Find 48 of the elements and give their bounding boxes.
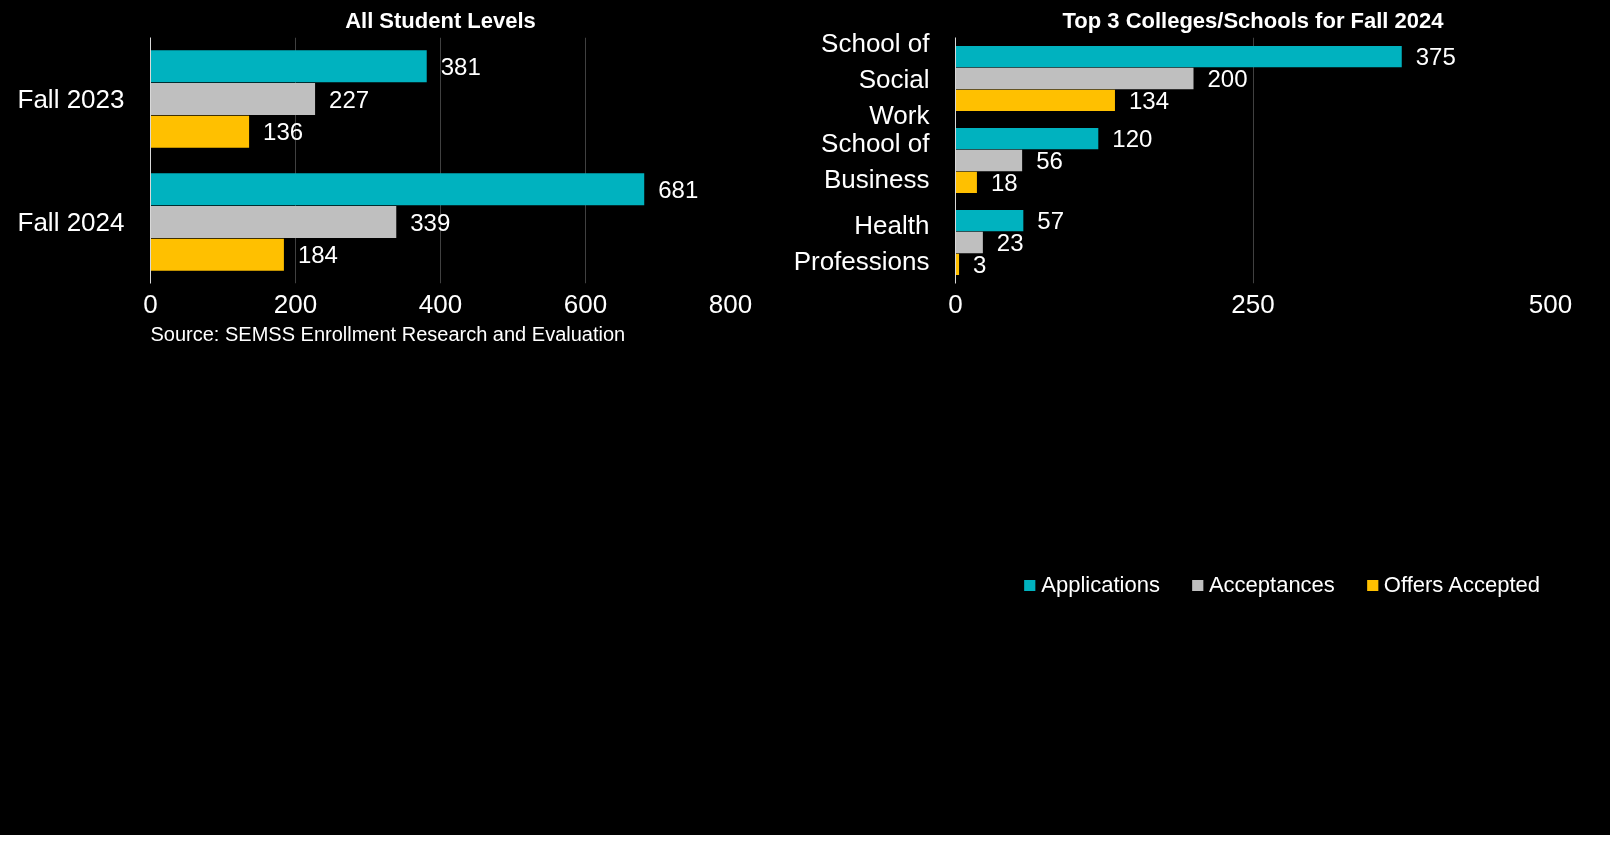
data-label: 681 (658, 175, 699, 203)
data-label: 134 (1128, 86, 1170, 114)
x-tick-label: 800 (708, 288, 753, 319)
legend-label: Applications (1041, 572, 1160, 598)
y-tick-label: Fall 2024 (17, 207, 125, 237)
legend-label: Acceptances (1208, 572, 1335, 598)
bar (955, 89, 1115, 112)
x-tick-label: 200 (273, 288, 318, 319)
bar (150, 115, 250, 148)
bar (150, 50, 427, 83)
data-label: 200 (1207, 65, 1248, 92)
data-label: 375 (1415, 43, 1456, 71)
x-tick-label: 600 (563, 288, 608, 319)
source-note: Source: SEMSS Enrollment Research and Evaluation (150, 322, 626, 345)
x-tick-label: 0 (143, 288, 158, 319)
data-label: 227 (329, 85, 370, 113)
data-label: 381 (440, 52, 481, 80)
data-label: 120 (1112, 125, 1153, 153)
data-label: 184 (297, 241, 338, 269)
data-label: 339 (410, 208, 451, 236)
y-tick-label: School of Social Work (821, 27, 931, 130)
bar (955, 45, 1402, 68)
legend-label: Offers Accepted (1383, 572, 1540, 598)
y-tick-label: School of Business (821, 127, 931, 194)
bar (150, 173, 645, 206)
bar (150, 82, 316, 116)
data-label: 56 (1036, 147, 1063, 174)
x-tick-label: 0 (948, 288, 963, 319)
chart-title: All Student Levels (345, 7, 536, 33)
x-tick-label: 400 (418, 288, 463, 319)
bar (150, 205, 397, 239)
x-tick-label: 500 (1528, 288, 1573, 319)
data-label: 3 (973, 250, 987, 278)
bar (955, 127, 1099, 150)
y-tick-label: Fall 2023 (17, 84, 125, 114)
bar (955, 209, 1024, 232)
y-tick-label: Health Professions (793, 209, 930, 276)
bar (955, 231, 983, 254)
data-label: 57 (1037, 207, 1065, 235)
x-tick-label: 250 (1231, 288, 1275, 319)
chart-title: Top 3 Colleges/Schools for Fall 2024 (1062, 7, 1445, 33)
data-label: 23 (996, 229, 1024, 256)
bar (955, 67, 1194, 90)
data-label: 18 (990, 168, 1018, 196)
bar (150, 238, 284, 271)
data-label: 136 (263, 118, 304, 146)
bar (955, 171, 977, 194)
bar (955, 149, 1023, 172)
